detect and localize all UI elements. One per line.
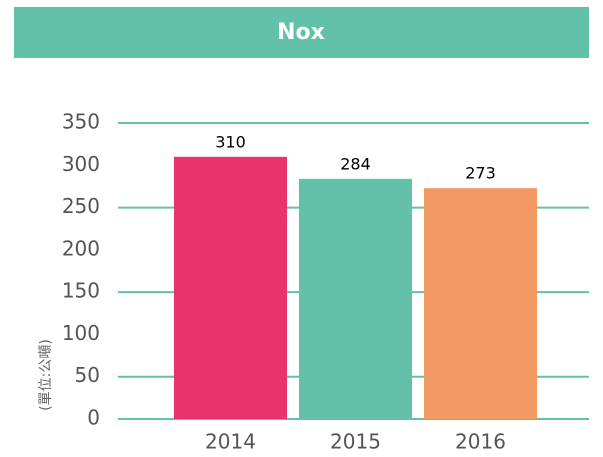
y-tick-label: 100 <box>62 321 100 345</box>
x-tick-label: 2016 <box>455 430 506 454</box>
x-tick-label: 2014 <box>205 430 256 454</box>
value-label: 310 <box>215 132 246 151</box>
y-tick-label: 350 <box>62 110 100 134</box>
bar <box>174 156 287 420</box>
y-tick-label: 0 <box>87 406 100 430</box>
y-tick-label: 200 <box>62 236 100 260</box>
y-tick-label: 50 <box>75 363 100 387</box>
x-tick-label: 2015 <box>330 430 381 454</box>
y-tick-label: 250 <box>62 194 100 218</box>
value-label: 284 <box>340 154 371 173</box>
value-label: 273 <box>465 164 496 183</box>
title-banner <box>14 7 589 58</box>
chart-title: Nox <box>277 20 325 45</box>
y-axis-label: (單位:公噸) <box>38 339 54 411</box>
bar <box>299 178 412 419</box>
y-tick-label: 150 <box>62 279 100 303</box>
y-tick-label: 300 <box>62 152 100 176</box>
bar <box>424 188 537 419</box>
